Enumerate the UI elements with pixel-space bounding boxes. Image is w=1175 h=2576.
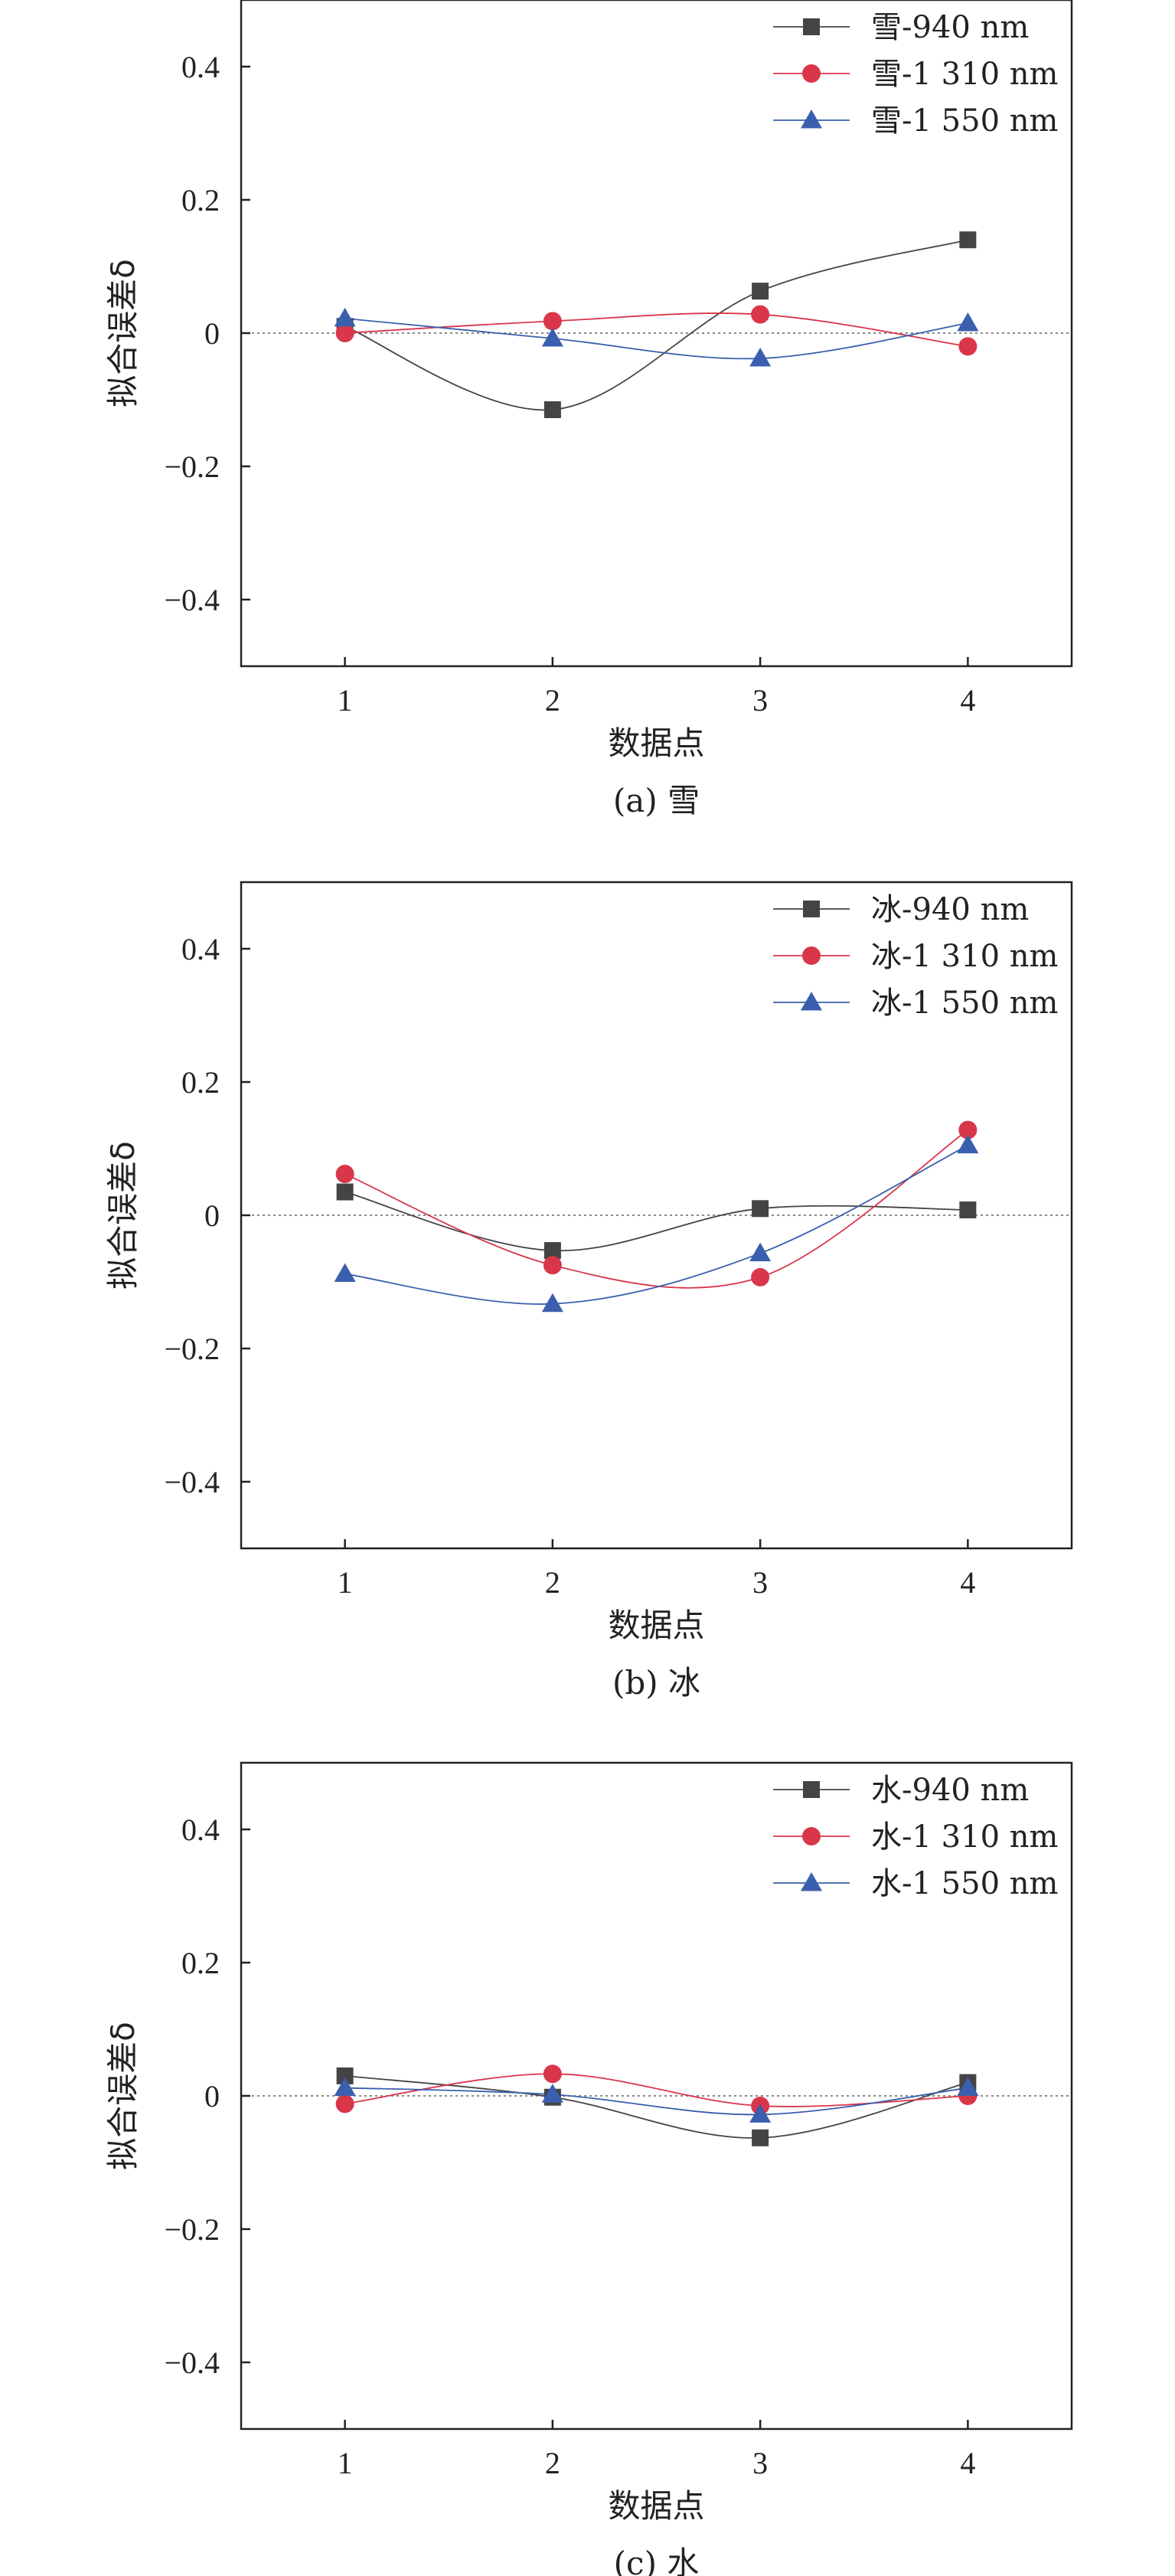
series-line-1 [344, 2075, 968, 2139]
legend-label: 水-1 550 nm [871, 1866, 1058, 1901]
x-axis-label: 数据点 [608, 1607, 704, 1644]
series-line-2 [344, 312, 968, 348]
legend-label: 冰-1 310 nm [871, 939, 1058, 974]
legend-label: 雪-940 nm [871, 10, 1029, 45]
data-point-series-1 [336, 2067, 354, 2084]
legend-label: 冰-1 550 nm [871, 986, 1058, 1021]
legend-marker [803, 901, 820, 917]
x-tick-label: 4 [960, 683, 975, 718]
y-tick-label: 0.4 [181, 1813, 220, 1847]
legend-marker [801, 992, 822, 1011]
series-line-2 [344, 1129, 968, 1289]
y-tick-label: 0 [204, 1198, 220, 1233]
x-tick-label: 1 [338, 2446, 353, 2480]
y-tick-label: 0.2 [181, 1065, 220, 1100]
y-tick-label: 0.4 [181, 50, 220, 84]
legend-label: 水-940 nm [871, 1773, 1029, 1808]
chart-panel-3: 0.4 0.2 0 −0.2 −0.4 1 2 3 4 数据点 拟合误差δ (c) 水 水-940 nm… [104, 1761, 1073, 2576]
panel-caption: (b) 冰 [612, 1664, 700, 1702]
chart-panel-2: 0.4 0.2 0 −0.2 −0.4 1 2 3 4 数据点 拟合误差δ (b) 冰 冰-940 nm… [104, 881, 1073, 1702]
legend-marker [802, 946, 821, 965]
x-tick-label: 1 [338, 683, 353, 718]
x-tick-label: 4 [960, 2446, 975, 2480]
y-tick-label: −0.2 [164, 2212, 220, 2247]
y-axis-label: 拟合误差δ [104, 1141, 142, 1290]
y-axis-label: 拟合误差δ [104, 259, 142, 407]
data-point-series-1 [752, 2129, 769, 2146]
data-point-series-3 [541, 1293, 563, 1313]
data-point-series-3 [957, 1134, 979, 1154]
y-tick-label: −0.4 [164, 583, 220, 617]
legend-marker [803, 1781, 820, 1798]
legend-marker [802, 1827, 821, 1845]
data-point-series-1 [543, 401, 561, 419]
y-tick-label: −0.2 [164, 449, 220, 484]
data-point-series-2 [335, 2094, 354, 2113]
data-point-series-1 [543, 1242, 561, 1260]
data-point-series-1 [336, 1183, 354, 1201]
legend-marker [801, 110, 822, 129]
series-line-3 [344, 317, 968, 360]
panel-caption: (c) 水 [614, 2545, 700, 2576]
y-tick-label: 0.2 [181, 1946, 220, 1980]
chart-panel-1: 0.4 0.2 0 −0.2 −0.4 1 2 3 4 数据点 拟合误差δ (a) 雪 雪-940 nm… [104, 0, 1073, 819]
data-point-series-3 [334, 307, 356, 327]
legend-label: 水-1 310 nm [871, 1819, 1058, 1855]
x-tick-label: 3 [752, 683, 768, 718]
data-point-series-3 [334, 1263, 356, 1283]
data-point-series-1 [959, 1201, 977, 1219]
x-tick-label: 2 [545, 2446, 560, 2480]
y-tick-label: 0 [204, 316, 220, 351]
series-line-1 [344, 1191, 968, 1252]
data-point-series-2 [751, 1267, 770, 1286]
data-point-series-3 [749, 348, 772, 367]
y-tick-label: −0.2 [164, 1332, 220, 1366]
y-tick-label: 0.4 [181, 932, 220, 966]
x-tick-label: 2 [545, 1565, 560, 1600]
x-axis-label: 数据点 [608, 2487, 704, 2525]
y-tick-label: −0.4 [164, 2346, 220, 2380]
data-point-series-2 [958, 337, 978, 356]
x-tick-label: 2 [545, 683, 560, 718]
data-point-series-2 [543, 2064, 562, 2084]
y-tick-label: 0.2 [181, 183, 220, 217]
series-line-3 [344, 1144, 968, 1305]
data-point-series-2 [958, 1120, 978, 1139]
series-line-1 [344, 239, 968, 411]
x-tick-label: 1 [338, 1565, 353, 1600]
data-point-series-1 [752, 283, 769, 300]
data-point-series-3 [541, 2084, 563, 2103]
data-point-series-3 [749, 2104, 772, 2123]
data-point-series-2 [543, 1256, 562, 1275]
y-axis-label: 拟合误差δ [104, 2022, 142, 2170]
legend-label: 冰-940 nm [871, 892, 1029, 927]
series-line-3 [344, 2087, 968, 2116]
legend-label: 雪-1 310 nm [871, 57, 1058, 92]
data-point-series-2 [751, 305, 770, 324]
data-point-series-1 [959, 231, 977, 249]
data-point-series-2 [335, 324, 354, 342]
data-point-series-3 [957, 312, 979, 332]
data-point-series-1 [752, 1200, 769, 1218]
x-tick-label: 4 [960, 1565, 975, 1600]
data-point-series-3 [749, 1242, 772, 1262]
x-tick-label: 3 [752, 1565, 768, 1600]
data-point-series-2 [543, 312, 562, 331]
data-point-series-3 [334, 2077, 356, 2097]
legend-marker [802, 64, 821, 83]
x-tick-label: 3 [752, 2446, 768, 2480]
panel-caption: (a) 雪 [613, 782, 700, 819]
legend-marker [803, 18, 820, 35]
y-tick-label: −0.4 [164, 1465, 220, 1499]
data-point-series-2 [335, 1165, 354, 1184]
legend-marker [801, 1872, 822, 1891]
x-axis-label: 数据点 [608, 724, 704, 762]
y-tick-label: 0 [204, 2079, 220, 2113]
data-point-series-3 [957, 2077, 979, 2097]
legend-label: 雪-1 550 nm [871, 103, 1058, 139]
data-point-series-3 [541, 327, 563, 347]
